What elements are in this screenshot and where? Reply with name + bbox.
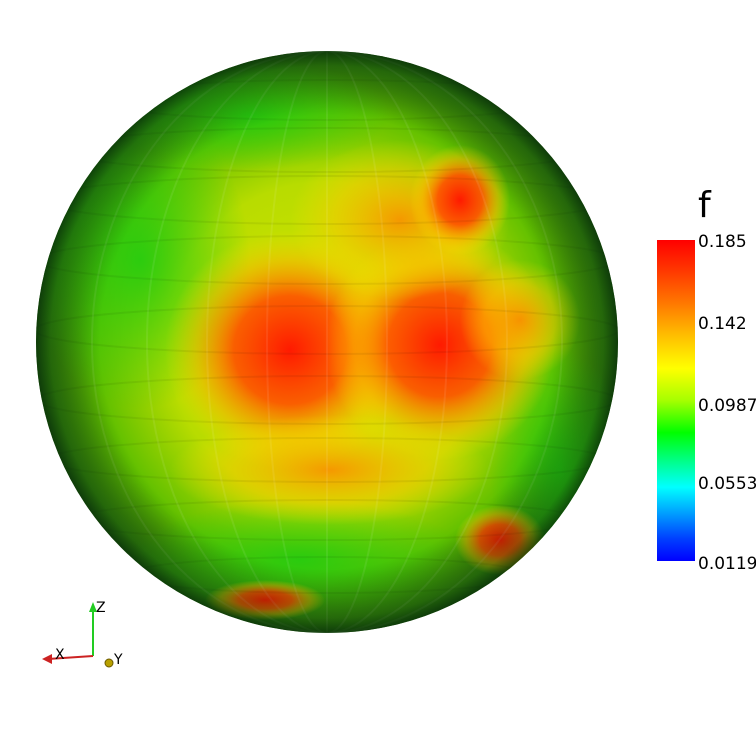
axis-x-label: X [55,647,65,663]
colorbar-tick-max: 0.185 [698,232,747,252]
axes-triad-icon: Z X Y [42,600,123,668]
colorbar-tick: 0.0987 [698,396,756,416]
axis-z-label: Z [96,600,106,616]
axis-y-label: Y [113,652,123,668]
colorbar-tick-min: 0.0119 [698,554,756,574]
colorbar [657,240,695,561]
colorbar-tick: 0.142 [698,314,747,334]
colorbar-tick: 0.0553 [698,474,756,494]
colorbar-title: f [698,185,711,226]
